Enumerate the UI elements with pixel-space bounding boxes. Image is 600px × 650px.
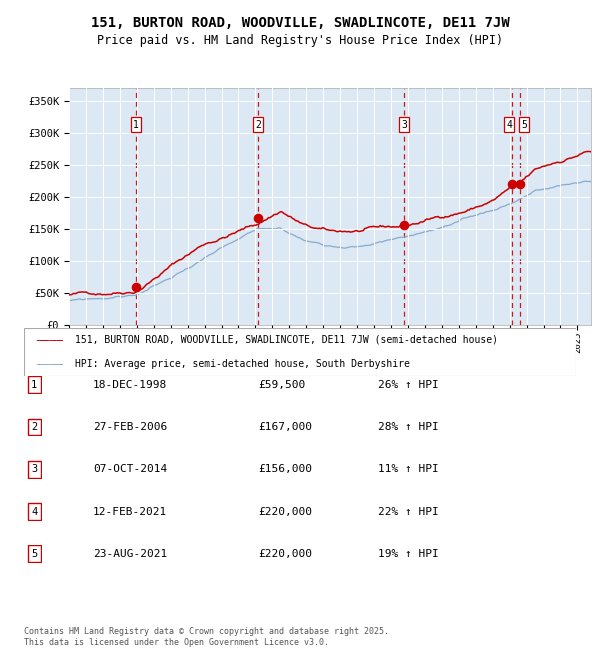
Text: ────: ──── xyxy=(36,359,63,369)
Text: 151, BURTON ROAD, WOODVILLE, SWADLINCOTE, DE11 7JW: 151, BURTON ROAD, WOODVILLE, SWADLINCOTE… xyxy=(91,16,509,31)
Text: 1: 1 xyxy=(133,120,139,129)
Text: ────: ──── xyxy=(36,335,63,345)
Text: £220,000: £220,000 xyxy=(258,549,312,559)
Text: 26% ↑ HPI: 26% ↑ HPI xyxy=(378,380,439,390)
Text: Price paid vs. HM Land Registry's House Price Index (HPI): Price paid vs. HM Land Registry's House … xyxy=(97,34,503,47)
Text: 22% ↑ HPI: 22% ↑ HPI xyxy=(378,506,439,517)
Point xyxy=(131,281,141,292)
Text: £220,000: £220,000 xyxy=(258,506,312,517)
Text: Contains HM Land Registry data © Crown copyright and database right 2025.
This d: Contains HM Land Registry data © Crown c… xyxy=(24,627,389,647)
Point xyxy=(507,179,517,189)
Text: HPI: Average price, semi-detached house, South Derbyshire: HPI: Average price, semi-detached house,… xyxy=(75,359,410,369)
Text: 07-OCT-2014: 07-OCT-2014 xyxy=(93,464,167,474)
Point xyxy=(515,179,525,189)
Text: 151, BURTON ROAD, WOODVILLE, SWADLINCOTE, DE11 7JW (semi-detached house): 151, BURTON ROAD, WOODVILLE, SWADLINCOTE… xyxy=(75,335,498,345)
Text: 28% ↑ HPI: 28% ↑ HPI xyxy=(378,422,439,432)
Text: £167,000: £167,000 xyxy=(258,422,312,432)
Text: 12-FEB-2021: 12-FEB-2021 xyxy=(93,506,167,517)
Text: 4: 4 xyxy=(506,120,512,129)
Point xyxy=(253,213,263,223)
Text: 3: 3 xyxy=(31,464,37,474)
Text: 18-DEC-1998: 18-DEC-1998 xyxy=(93,380,167,390)
Text: 4: 4 xyxy=(31,506,37,517)
Text: 5: 5 xyxy=(521,120,527,129)
Text: 2: 2 xyxy=(31,422,37,432)
Text: 2: 2 xyxy=(255,120,261,129)
Text: 1: 1 xyxy=(31,380,37,390)
Text: 3: 3 xyxy=(401,120,407,129)
FancyBboxPatch shape xyxy=(24,328,576,376)
Point xyxy=(399,220,409,230)
Text: 11% ↑ HPI: 11% ↑ HPI xyxy=(378,464,439,474)
Text: 23-AUG-2021: 23-AUG-2021 xyxy=(93,549,167,559)
Text: 19% ↑ HPI: 19% ↑ HPI xyxy=(378,549,439,559)
Text: £156,000: £156,000 xyxy=(258,464,312,474)
Text: 27-FEB-2006: 27-FEB-2006 xyxy=(93,422,167,432)
Text: £59,500: £59,500 xyxy=(258,380,305,390)
Text: 5: 5 xyxy=(31,549,37,559)
